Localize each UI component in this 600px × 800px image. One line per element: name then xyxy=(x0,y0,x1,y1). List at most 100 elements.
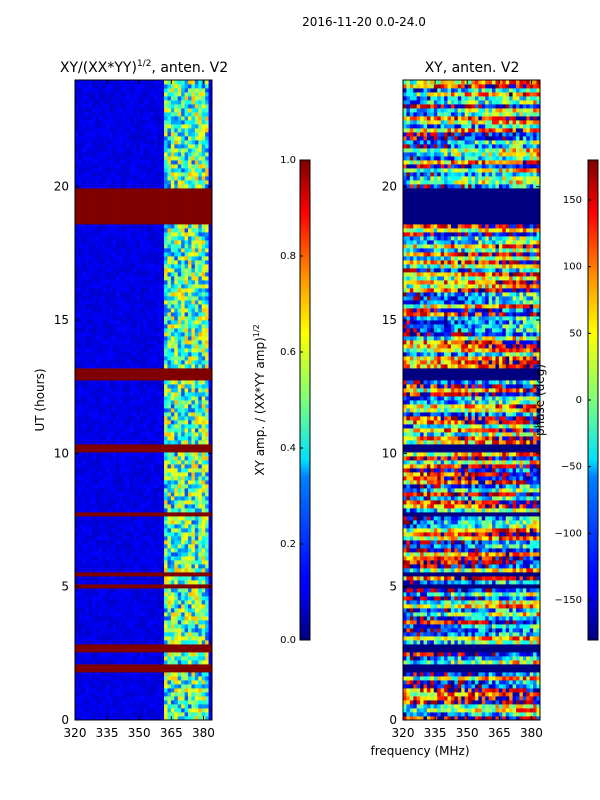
amplitude-heatmap-cell xyxy=(81,304,86,309)
amplitude-heatmap-cell xyxy=(146,460,151,465)
amplitude-heatmap-cell xyxy=(116,580,120,585)
amplitude-heatmap-cell xyxy=(157,532,162,537)
amplitude-heatmap-cell xyxy=(167,664,172,669)
amplitude-heatmap-cell xyxy=(102,584,107,589)
amplitude-heatmap-cell xyxy=(170,620,175,625)
amplitude-heatmap-cell xyxy=(75,316,79,321)
amplitude-heatmap-cell xyxy=(188,572,192,577)
amplitude-heatmap-cell xyxy=(188,272,192,277)
amplitude-heatmap-cell xyxy=(88,672,93,677)
amplitude-heatmap-cell xyxy=(205,572,209,577)
amplitude-heatmap-cell xyxy=(143,444,148,449)
amplitude-heatmap-cell xyxy=(184,688,189,693)
amplitude-heatmap-cell xyxy=(191,500,196,505)
amplitude-heatmap-cell xyxy=(119,348,124,353)
amplitude-heatmap-cell xyxy=(109,400,114,405)
amplitude-heatmap-cell xyxy=(122,240,127,245)
amplitude-heatmap-cell xyxy=(81,232,86,237)
amplitude-heatmap-cell xyxy=(129,708,134,713)
amplitude-heatmap-cell xyxy=(78,524,83,529)
amplitude-heatmap-cell xyxy=(188,316,192,321)
amplitude-heatmap-cell xyxy=(201,248,206,253)
amplitude-heatmap-cell xyxy=(95,228,100,233)
amplitude-heatmap-cell xyxy=(88,336,93,341)
amplitude-heatmap-cell xyxy=(75,280,79,285)
amplitude-heatmap-cell xyxy=(133,404,138,409)
amplitude-heatmap-cell xyxy=(153,344,158,349)
amplitude-heatmap-cell xyxy=(184,588,189,593)
amplitude-heatmap-cell xyxy=(112,232,117,237)
amplitude-heatmap-cell xyxy=(92,644,96,649)
amplitude-heatmap-cell xyxy=(133,544,138,549)
amplitude-heatmap-cell xyxy=(153,424,158,429)
amplitude-heatmap-cell xyxy=(184,640,189,645)
amplitude-heatmap-cell xyxy=(129,504,134,509)
amplitude-heatmap-cell xyxy=(112,448,117,453)
amplitude-heatmap-cell xyxy=(102,652,107,657)
amplitude-heatmap-cell xyxy=(116,312,120,317)
amplitude-heatmap-cell xyxy=(150,684,155,689)
amplitude-heatmap-cell xyxy=(198,528,203,533)
amplitude-heatmap-cell xyxy=(75,400,79,405)
amplitude-heatmap-cell xyxy=(150,612,155,617)
amplitude-heatmap-cell xyxy=(95,472,100,477)
amplitude-heatmap-cell xyxy=(92,348,96,353)
amplitude-heatmap-cell xyxy=(109,516,114,521)
amplitude-heatmap-cell xyxy=(143,460,148,465)
amplitude-heatmap-cell xyxy=(150,708,155,713)
amplitude-heatmap-cell xyxy=(153,460,158,465)
amplitude-heatmap-cell xyxy=(133,528,138,533)
amplitude-heatmap-cell xyxy=(170,300,175,305)
amplitude-heatmap-cell xyxy=(146,508,151,513)
amplitude-heatmap-cell xyxy=(150,700,155,705)
amplitude-heatmap-cell xyxy=(116,596,120,601)
amplitude-heatmap-cell xyxy=(174,540,179,545)
amplitude-heatmap-cell xyxy=(157,408,162,413)
amplitude-heatmap-cell xyxy=(194,392,199,397)
amplitude-heatmap-cell xyxy=(157,256,162,261)
amplitude-heatmap-cell xyxy=(92,504,96,509)
amplitude-heatmap-cell xyxy=(112,460,117,465)
amplitude-heatmap-cell xyxy=(88,632,93,637)
amplitude-heatmap-cell xyxy=(78,580,83,585)
amplitude-heatmap-cell xyxy=(81,660,86,665)
amplitude-heatmap-cell xyxy=(140,396,144,401)
amplitude-heatmap-cell xyxy=(140,468,144,473)
amplitude-heatmap-cell xyxy=(201,304,206,309)
amplitude-heatmap-cell xyxy=(164,648,168,653)
amplitude-heatmap-cell xyxy=(88,340,93,345)
amplitude-heatmap-cell xyxy=(133,632,138,637)
amplitude-heatmap-cell xyxy=(191,320,196,325)
amplitude-heatmap-cell xyxy=(109,612,114,617)
amplitude-heatmap-cell xyxy=(81,664,86,669)
amplitude-heatmap-cell xyxy=(153,632,158,637)
amplitude-heatmap-cell xyxy=(116,500,120,505)
amplitude-heatmap-cell xyxy=(98,636,103,641)
amplitude-heatmap-cell xyxy=(205,700,209,705)
amplitude-heatmap-cell xyxy=(102,476,107,481)
amplitude-heatmap-cell xyxy=(146,264,151,269)
amplitude-heatmap-cell xyxy=(129,276,134,281)
amplitude-heatmap-cell xyxy=(85,576,90,581)
amplitude-heatmap-cell xyxy=(167,336,172,341)
amplitude-heatmap-cell xyxy=(81,452,86,457)
amplitude-heatmap-cell xyxy=(98,228,103,233)
amplitude-heatmap-cell xyxy=(164,612,168,617)
amplitude-heatmap-cell xyxy=(95,616,100,621)
amplitude-heatmap-cell xyxy=(129,592,134,597)
amplitude-heatmap-cell xyxy=(95,484,100,489)
amplitude-heatmap-cell xyxy=(98,604,103,609)
amplitude-heatmap-cell xyxy=(98,280,103,285)
amplitude-heatmap-cell xyxy=(153,716,158,721)
amplitude-heatmap-cell xyxy=(88,624,93,629)
amplitude-heatmap-cell xyxy=(126,248,131,253)
amplitude-heatmap-cell xyxy=(95,504,100,509)
amplitude-heatmap-cell xyxy=(177,456,182,461)
amplitude-heatmap-cell xyxy=(160,464,165,469)
amplitude-heatmap-cell xyxy=(95,268,100,273)
amplitude-heatmap-cell xyxy=(150,336,155,341)
amplitude-heatmap-cell xyxy=(126,660,131,665)
amplitude-heatmap-cell xyxy=(136,276,141,281)
amplitude-heatmap-cell xyxy=(188,300,192,305)
amplitude-heatmap-cell xyxy=(102,324,107,329)
